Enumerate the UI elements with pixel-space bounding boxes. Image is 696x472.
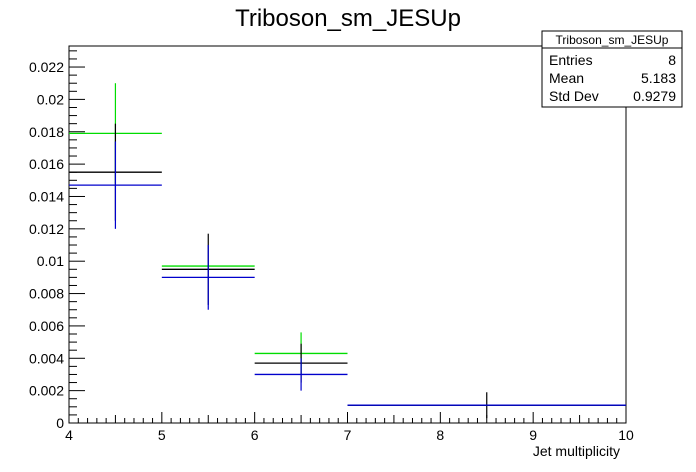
x-axis-title: Jet multiplicity [533, 443, 620, 459]
y-tick-label: 0.014 [29, 188, 64, 204]
y-tick-label: 0.006 [29, 318, 64, 334]
y-tick-label: 0.012 [29, 221, 64, 237]
stats-mean-label: Mean [549, 70, 584, 86]
y-tick-label: 0 [56, 415, 64, 431]
x-tick-label: 6 [251, 427, 259, 443]
x-tick-label: 7 [344, 427, 352, 443]
chart-title: Triboson_sm_JESUp [235, 5, 461, 32]
y-tick-label: 0.022 [29, 59, 64, 75]
x-tick-label: 10 [618, 427, 634, 443]
x-tick-label: 8 [436, 427, 444, 443]
y-tick-label: 0.018 [29, 124, 64, 140]
stats-mean-value: 5.183 [641, 70, 676, 86]
stats-entries-label: Entries [549, 52, 593, 68]
series-1 [69, 83, 626, 406]
y-tick-label: 0.016 [29, 156, 64, 172]
stats-stddev-label: Std Dev [549, 88, 599, 104]
x-axis: 4 5 6 7 8 9 10 [65, 412, 634, 443]
stats-box: Triboson_sm_JESUp Entries 8 Mean 5.183 S… [541, 30, 683, 108]
stats-box-title: Triboson_sm_JESUp [556, 33, 669, 47]
y-axis: 0 0.002 0.004 0.006 0.008 0.01 0.012 0.014 0.016… [29, 50, 85, 431]
y-tick-label: 0.002 [29, 383, 64, 399]
y-tick-label: 0.01 [37, 253, 64, 269]
series-layer [69, 83, 626, 419]
stats-entries-value: 8 [668, 52, 676, 68]
stats-stddev-value: 0.9279 [633, 88, 676, 104]
series-3 [69, 141, 626, 406]
y-tick-label: 0.02 [37, 91, 64, 107]
x-tick-label: 5 [158, 427, 166, 443]
y-tick-label: 0.008 [29, 286, 64, 302]
stats-box-frame [541, 30, 683, 108]
x-tick-label: 4 [65, 427, 73, 443]
x-tick-label: 9 [529, 427, 537, 443]
y-tick-label: 0.004 [29, 350, 64, 366]
